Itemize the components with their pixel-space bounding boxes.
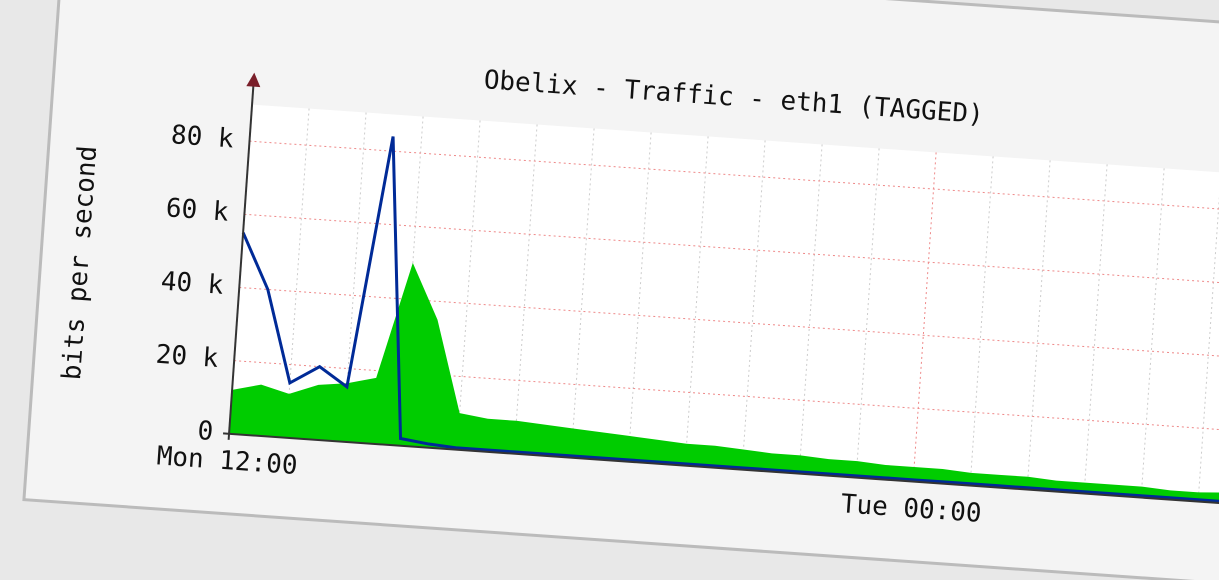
y-tick-label: 60 k [165,193,230,227]
chart: Obelix - Traffic - eth1 (TAGGED) bits pe… [0,0,1219,580]
graph-frame: Obelix - Traffic - eth1 (TAGGED) bits pe… [24,0,1219,580]
y-tick-label: 80 k [170,120,235,154]
y-tick-label: 20 k [155,340,220,374]
page: Obelix - Traffic - eth1 (TAGGED) bits pe… [0,0,1219,580]
y-tick-label: 0 [196,416,214,447]
y-tick-label: 40 k [160,267,225,301]
